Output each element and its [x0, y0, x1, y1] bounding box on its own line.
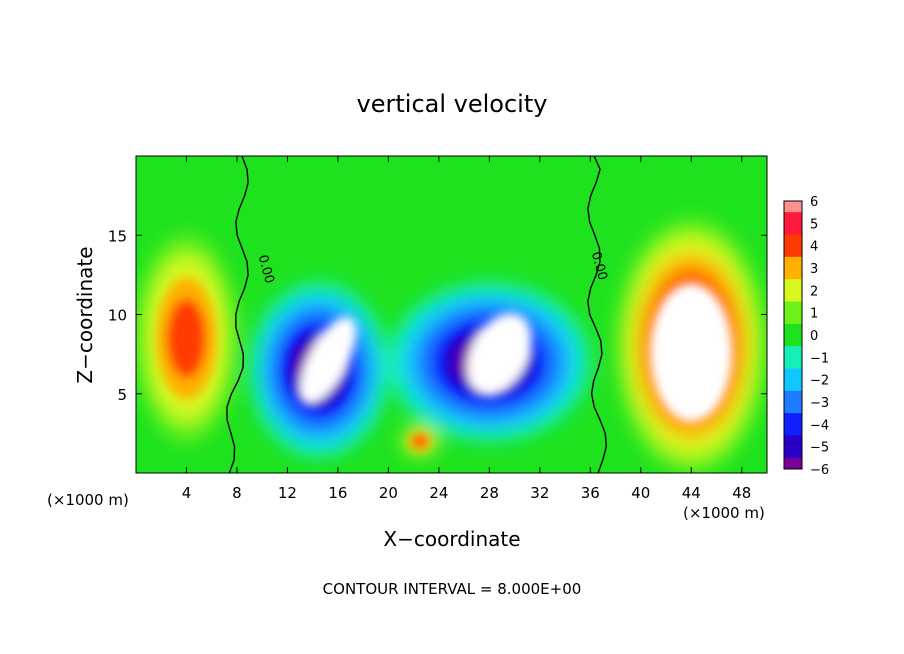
- x-tick-label: 40: [631, 484, 650, 502]
- colorbar-label: −3: [810, 396, 829, 411]
- colorbar-band: [784, 446, 802, 453]
- colorbar-band: [784, 418, 802, 425]
- x-tick-label: 20: [379, 484, 398, 502]
- colorbar-band: [784, 318, 802, 325]
- colorbar-band: [784, 346, 802, 353]
- colorbar-band: [784, 429, 802, 436]
- colorbar-band: [784, 290, 802, 297]
- colorbar-band: [784, 284, 802, 291]
- velocity-field: [136, 156, 767, 473]
- x-tick-label: 28: [480, 484, 499, 502]
- colorbar-band: [784, 357, 802, 364]
- colorbar-band: [784, 223, 802, 230]
- colorbar-band: [784, 301, 802, 308]
- x-tick-label: 48: [732, 484, 751, 502]
- colorbar-band: [784, 212, 802, 219]
- colorbar-band: [784, 385, 802, 392]
- colorbar-band: [784, 262, 802, 269]
- colorbar-band: [784, 340, 802, 347]
- colorbar-band: [784, 312, 802, 319]
- colorbar-label: −2: [810, 374, 829, 389]
- x-tick-label: 24: [429, 484, 448, 502]
- field-layer: [412, 435, 428, 448]
- colorbar-band: [784, 435, 802, 442]
- colorbar-band: [784, 273, 802, 280]
- colorbar-band: [784, 234, 802, 241]
- x-tick-label: 4: [182, 484, 192, 502]
- saturated-core: [467, 313, 532, 395]
- colorbar-band: [784, 245, 802, 252]
- colorbar-label: 1: [810, 307, 818, 322]
- y-axis-label: Z−coordinate: [73, 246, 97, 383]
- colorbar-band: [784, 374, 802, 381]
- colorbar-band: [784, 329, 802, 336]
- colorbar-band: [784, 413, 802, 420]
- y-tick-label: 15: [108, 227, 127, 245]
- x-tick-label: 8: [232, 484, 242, 502]
- colorbar-band: [784, 396, 802, 403]
- x-tick-label: 36: [581, 484, 600, 502]
- colorbar-band: [784, 407, 802, 414]
- contour-label: 0.00: [588, 250, 610, 282]
- colorbar-label: 0: [810, 329, 818, 344]
- x-tick-label: 44: [682, 484, 701, 502]
- zero-contour-line: [226, 156, 249, 473]
- x-axis-label: X−coordinate: [383, 527, 520, 551]
- colorbar-label: 4: [810, 240, 818, 255]
- colorbar-band: [784, 251, 802, 258]
- contour-interval-footer: CONTOUR INTERVAL = 8.000E+00: [323, 580, 582, 598]
- chart-title: vertical velocity: [357, 90, 548, 118]
- colorbar-band: [784, 256, 802, 263]
- colorbar-band: [784, 368, 802, 375]
- colorbar-band: [784, 335, 802, 342]
- colorbar-label: 2: [810, 284, 818, 299]
- colorbar-band: [784, 351, 802, 358]
- colorbar-band: [784, 206, 802, 213]
- x-unit-label-left: (×1000 m): [47, 491, 129, 509]
- colorbar-band: [784, 362, 802, 369]
- colorbar-band: [784, 424, 802, 431]
- colorbar-band: [784, 268, 802, 275]
- saturated-core: [649, 282, 733, 423]
- x-tick-label: 16: [328, 484, 347, 502]
- colorbar-band: [784, 402, 802, 409]
- colorbar-band: [784, 228, 802, 235]
- y-tick-label: 5: [117, 386, 127, 404]
- colorbar-label: 6: [810, 195, 818, 210]
- colorbar-label: −1: [810, 351, 829, 366]
- colorbar-band: [784, 441, 802, 448]
- colorbar-band: [784, 279, 802, 286]
- colorbar-band: [784, 295, 802, 302]
- colorbar-band: [784, 379, 802, 386]
- x-unit-label-right: (×1000 m): [683, 504, 765, 522]
- x-tick-label: 12: [278, 484, 297, 502]
- colorbar-label: 5: [810, 217, 818, 232]
- colorbar-band: [784, 217, 802, 224]
- colorbar-label: −5: [810, 441, 829, 456]
- colorbar-band: [784, 390, 802, 397]
- colorbar-band: [784, 457, 802, 464]
- zero-contour-line: [587, 156, 607, 473]
- colorbar-band: [784, 452, 802, 459]
- colorbar-band: [784, 463, 802, 470]
- x-axis-ticks: 4 8 12 16 20 24 28 32 36 40 44 48: [182, 156, 751, 502]
- y-axis-ticks: 5 10 15: [108, 227, 767, 404]
- colorbar-label: −4: [810, 418, 829, 433]
- x-tick-label: 32: [530, 484, 549, 502]
- colorbar-frame: [783, 200, 803, 470]
- colorbar-band: [784, 240, 802, 247]
- colorbar-label: −6: [810, 463, 829, 478]
- colorbar: 6 5 4 3 2 1 0 −1 −2 −3 −4 −5 −6: [783, 195, 829, 478]
- colorbar-label: 3: [810, 262, 818, 277]
- y-tick-label: 10: [108, 307, 127, 325]
- colorbar-band: [784, 307, 802, 314]
- saturated-core: [299, 316, 357, 404]
- colorbar-band: [784, 201, 802, 208]
- colorbar-band: [784, 323, 802, 330]
- zero-contours: 0.00 0.00: [226, 156, 610, 473]
- field-layer: [167, 298, 206, 378]
- contour-label: 0.00: [255, 253, 277, 285]
